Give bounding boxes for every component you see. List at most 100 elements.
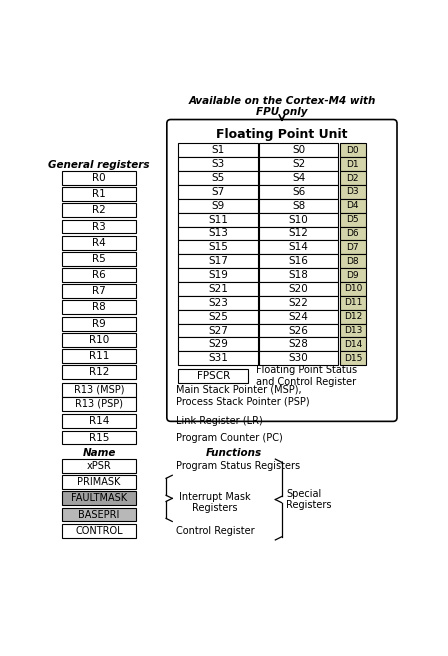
Text: S11: S11 xyxy=(208,215,228,224)
Bar xyxy=(259,310,338,323)
Text: S19: S19 xyxy=(208,270,228,280)
Text: D3: D3 xyxy=(346,188,359,196)
Bar xyxy=(340,282,366,296)
Text: D13: D13 xyxy=(344,326,362,335)
Text: S16: S16 xyxy=(289,256,309,266)
Text: R1: R1 xyxy=(92,189,106,199)
Bar xyxy=(62,459,136,473)
Bar xyxy=(62,171,136,185)
Bar xyxy=(259,157,338,171)
Text: S1: S1 xyxy=(211,146,224,155)
Text: S7: S7 xyxy=(211,187,224,197)
Bar xyxy=(259,185,338,199)
Bar xyxy=(259,296,338,310)
Text: R12: R12 xyxy=(89,367,109,377)
Bar xyxy=(259,323,338,337)
Text: R4: R4 xyxy=(92,237,106,248)
Text: S31: S31 xyxy=(208,353,228,363)
Bar xyxy=(62,220,136,234)
Bar xyxy=(178,213,258,226)
Text: D0: D0 xyxy=(346,146,359,155)
Text: S0: S0 xyxy=(292,146,305,155)
Text: S23: S23 xyxy=(208,298,228,308)
Text: R13 (MSP): R13 (MSP) xyxy=(74,385,124,395)
Text: xPSR: xPSR xyxy=(86,461,112,471)
Bar xyxy=(259,199,338,213)
Bar xyxy=(62,415,136,428)
Text: PRIMASK: PRIMASK xyxy=(78,477,121,487)
Text: S15: S15 xyxy=(208,242,228,253)
Text: D8: D8 xyxy=(346,256,359,266)
Bar xyxy=(62,383,136,397)
Text: S6: S6 xyxy=(292,187,305,197)
Text: Special
Registers: Special Registers xyxy=(286,489,332,510)
Bar xyxy=(340,352,366,365)
Bar xyxy=(178,310,258,323)
Bar xyxy=(62,333,136,346)
Bar xyxy=(178,296,258,310)
Text: Control Register: Control Register xyxy=(176,525,255,536)
Bar xyxy=(178,337,258,352)
Text: D15: D15 xyxy=(344,354,362,363)
Bar xyxy=(62,236,136,250)
Text: S5: S5 xyxy=(211,173,224,183)
Bar xyxy=(62,508,136,522)
Bar xyxy=(178,157,258,171)
Text: S9: S9 xyxy=(211,201,224,211)
Bar xyxy=(259,255,338,268)
Text: S14: S14 xyxy=(289,242,309,253)
Text: S17: S17 xyxy=(208,256,228,266)
Text: D4: D4 xyxy=(347,201,359,211)
Bar xyxy=(259,268,338,282)
Text: Main Stack Pointer (MSP),
Process Stack Pointer (PSP): Main Stack Pointer (MSP), Process Stack … xyxy=(176,384,310,406)
Bar xyxy=(259,213,338,226)
Text: S30: S30 xyxy=(289,353,309,363)
Text: S24: S24 xyxy=(289,312,309,321)
Bar xyxy=(340,171,366,185)
Bar xyxy=(178,352,258,365)
Bar xyxy=(259,352,338,365)
Bar xyxy=(340,185,366,199)
Bar xyxy=(62,475,136,489)
Bar xyxy=(62,203,136,217)
Bar xyxy=(178,268,258,282)
Text: FAULTMASK: FAULTMASK xyxy=(71,493,127,503)
Bar xyxy=(340,323,366,337)
Text: Name: Name xyxy=(82,448,116,458)
Bar xyxy=(178,226,258,240)
Bar xyxy=(178,255,258,268)
Text: R7: R7 xyxy=(92,286,106,297)
Bar xyxy=(259,171,338,185)
Bar xyxy=(62,268,136,282)
Text: CONTROL: CONTROL xyxy=(75,525,123,536)
Text: General registers: General registers xyxy=(48,160,150,170)
Text: Interrupt Mask
Registers: Interrupt Mask Registers xyxy=(179,492,251,514)
Text: S2: S2 xyxy=(292,159,305,169)
Bar xyxy=(340,157,366,171)
Text: S13: S13 xyxy=(208,228,228,239)
Bar xyxy=(340,144,366,157)
Text: Available on the Cortex-M4 with
FPU only: Available on the Cortex-M4 with FPU only xyxy=(188,96,375,117)
Text: R10: R10 xyxy=(89,335,109,345)
Bar xyxy=(259,144,338,157)
Text: Link Register (LR): Link Register (LR) xyxy=(176,417,263,426)
Text: R2: R2 xyxy=(92,205,106,215)
Text: R14: R14 xyxy=(89,417,109,426)
Text: D12: D12 xyxy=(344,312,362,321)
Text: S27: S27 xyxy=(208,325,228,335)
Bar xyxy=(340,213,366,226)
Text: D10: D10 xyxy=(344,285,362,293)
Text: R9: R9 xyxy=(92,319,106,329)
Bar xyxy=(259,226,338,240)
Text: S10: S10 xyxy=(289,215,309,224)
Text: R8: R8 xyxy=(92,302,106,312)
FancyBboxPatch shape xyxy=(167,119,397,421)
Text: Program Counter (PC): Program Counter (PC) xyxy=(176,432,283,443)
Text: S4: S4 xyxy=(292,173,305,183)
Text: R5: R5 xyxy=(92,254,106,264)
Bar xyxy=(178,185,258,199)
Text: D7: D7 xyxy=(346,243,359,252)
Text: Floating Point Unit: Floating Point Unit xyxy=(216,128,348,140)
Bar xyxy=(340,226,366,240)
Bar xyxy=(62,300,136,314)
